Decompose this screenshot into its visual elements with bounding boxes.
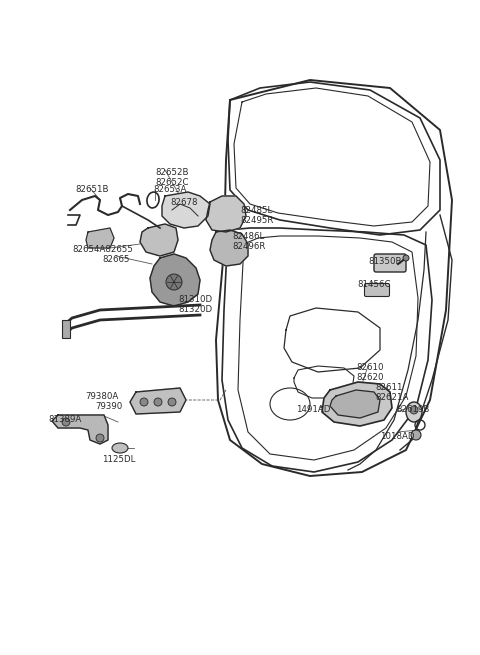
Text: 82619B: 82619B (396, 405, 430, 414)
Circle shape (403, 255, 409, 261)
Text: 82496R: 82496R (232, 242, 265, 251)
Text: 82620: 82620 (356, 373, 384, 382)
Polygon shape (322, 382, 392, 426)
Text: 81456C: 81456C (357, 280, 391, 289)
Text: 82611: 82611 (375, 383, 403, 392)
Text: 1491AD: 1491AD (296, 405, 330, 414)
Text: 81389A: 81389A (48, 415, 81, 424)
Polygon shape (210, 230, 248, 266)
Circle shape (140, 398, 148, 406)
Circle shape (168, 398, 176, 406)
Text: 82610: 82610 (356, 363, 384, 372)
Text: 82678: 82678 (170, 198, 197, 207)
Polygon shape (86, 228, 114, 248)
Text: 81350B: 81350B (368, 257, 401, 266)
Text: 82495R: 82495R (240, 216, 274, 225)
FancyBboxPatch shape (364, 284, 389, 297)
Circle shape (166, 274, 182, 290)
Text: 82652B: 82652B (155, 168, 189, 177)
Polygon shape (150, 254, 200, 306)
Circle shape (154, 398, 162, 406)
Bar (62, 320, 70, 338)
Text: 79390: 79390 (95, 402, 122, 411)
Ellipse shape (112, 443, 128, 453)
Ellipse shape (406, 402, 422, 422)
Text: 81310D: 81310D (178, 295, 212, 304)
Text: 82665: 82665 (102, 255, 130, 264)
Polygon shape (52, 415, 108, 444)
Circle shape (411, 430, 421, 440)
Circle shape (62, 418, 70, 426)
Text: 82653A: 82653A (153, 185, 186, 194)
Text: 1125DL: 1125DL (102, 455, 135, 464)
Text: 82621A: 82621A (375, 393, 408, 402)
Text: 82651B: 82651B (75, 185, 108, 194)
Polygon shape (130, 388, 186, 414)
Polygon shape (140, 224, 178, 256)
Text: 82654A82655: 82654A82655 (72, 245, 133, 254)
Text: 82486L: 82486L (232, 232, 264, 241)
Polygon shape (206, 196, 246, 232)
Text: 81320D: 81320D (178, 305, 212, 314)
Polygon shape (162, 192, 210, 228)
Text: 1018AD: 1018AD (380, 432, 415, 441)
Text: 82485L: 82485L (240, 206, 272, 215)
Circle shape (96, 434, 104, 442)
FancyBboxPatch shape (374, 254, 406, 272)
Text: 79380A: 79380A (85, 392, 118, 401)
Text: 82652C: 82652C (155, 178, 189, 187)
Polygon shape (330, 390, 380, 418)
Circle shape (410, 406, 418, 414)
